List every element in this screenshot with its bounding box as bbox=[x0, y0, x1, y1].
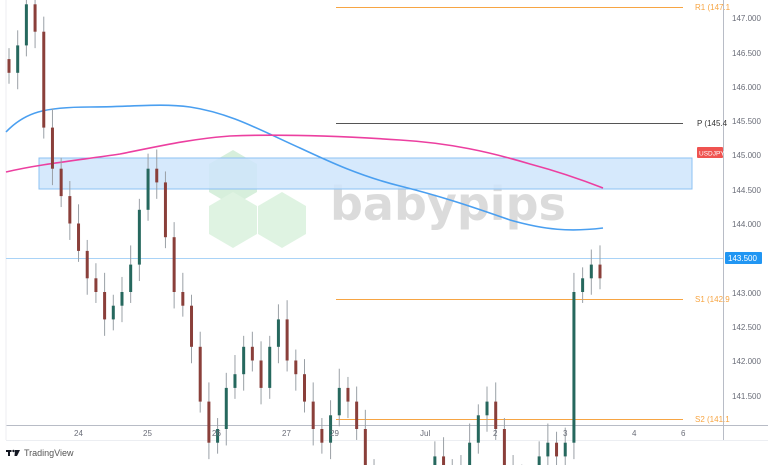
ma-blue-line bbox=[5, 104, 604, 231]
candle bbox=[7, 59, 11, 73]
pivot-s2-label: S2 (141.1 bbox=[695, 415, 730, 424]
candle bbox=[16, 45, 20, 73]
candle bbox=[163, 182, 167, 238]
candle bbox=[468, 442, 472, 465]
candle bbox=[103, 292, 107, 320]
candle bbox=[268, 346, 272, 388]
candle bbox=[285, 319, 289, 361]
candle bbox=[276, 319, 280, 347]
time-label: 6 bbox=[681, 429, 686, 438]
candle bbox=[442, 456, 446, 465]
babypips-logo-watermark bbox=[209, 150, 306, 248]
price-label: 146.500 bbox=[732, 49, 761, 58]
candle bbox=[555, 442, 559, 457]
time-label: 4 bbox=[632, 429, 637, 438]
candlestick-series bbox=[7, 0, 602, 465]
candle bbox=[155, 168, 159, 183]
candle bbox=[137, 209, 141, 265]
candle bbox=[259, 360, 263, 388]
candle bbox=[250, 346, 254, 361]
pivot-r1-label: R1 (147.1 bbox=[695, 3, 731, 12]
candle bbox=[207, 401, 211, 443]
candle bbox=[33, 4, 37, 32]
candle bbox=[242, 346, 246, 375]
candle bbox=[233, 374, 237, 388]
tradingview-attribution[interactable]: TradingView bbox=[6, 446, 74, 460]
candle bbox=[329, 415, 333, 443]
candle bbox=[598, 264, 602, 279]
candle bbox=[94, 278, 98, 292]
price-label: 141.500 bbox=[732, 392, 761, 401]
candle bbox=[589, 264, 593, 279]
time-label: 29 bbox=[330, 429, 339, 438]
price-label: 147.000 bbox=[732, 14, 761, 23]
candle bbox=[172, 237, 176, 292]
time-label: 24 bbox=[74, 429, 83, 438]
price-label: 145.500 bbox=[732, 117, 761, 126]
candle bbox=[346, 387, 350, 402]
price-label: 144.000 bbox=[732, 220, 761, 229]
price-label: 142.500 bbox=[732, 323, 761, 332]
time-label: 26 bbox=[212, 429, 221, 438]
candle bbox=[120, 292, 124, 306]
chart-pane[interactable] bbox=[0, 0, 723, 425]
candle bbox=[546, 442, 550, 457]
candle bbox=[129, 264, 133, 292]
candle bbox=[433, 456, 437, 465]
time-axis[interactable]: 24 25 26 27 29 Jul 2 3 4 6 bbox=[74, 429, 686, 438]
candle bbox=[311, 401, 315, 429]
price-label: 144.500 bbox=[732, 186, 761, 195]
candle bbox=[24, 4, 28, 46]
time-label: Jul bbox=[420, 429, 430, 438]
candle bbox=[50, 127, 54, 169]
price-label: 146.000 bbox=[732, 83, 761, 92]
candle bbox=[485, 401, 489, 416]
candle bbox=[190, 305, 194, 347]
tradingview-brand: TradingView bbox=[24, 448, 74, 458]
candle bbox=[355, 401, 359, 429]
candle bbox=[216, 429, 220, 443]
candle bbox=[42, 31, 46, 128]
candle bbox=[77, 223, 81, 251]
candle bbox=[181, 292, 185, 306]
candle bbox=[494, 401, 498, 429]
tradingview-logo-icon bbox=[6, 449, 20, 456]
candle bbox=[224, 387, 228, 429]
price-axis[interactable]: 147.000 146.500 146.000 145.500 145.000 … bbox=[732, 14, 761, 401]
price-label: 145.000 bbox=[732, 151, 761, 160]
candle bbox=[476, 415, 480, 443]
time-label: 27 bbox=[282, 429, 291, 438]
pivot-p-label: P (145.4 bbox=[697, 119, 728, 128]
candle bbox=[198, 346, 202, 402]
candle bbox=[294, 360, 298, 375]
price-label: 143.000 bbox=[732, 289, 761, 298]
price-label: 142.000 bbox=[732, 357, 761, 366]
candle bbox=[581, 278, 585, 292]
candle bbox=[59, 168, 63, 197]
symbol-badge bbox=[697, 147, 723, 158]
candle bbox=[320, 429, 324, 443]
candle bbox=[337, 387, 341, 416]
time-label: 25 bbox=[143, 429, 152, 438]
price-badge-143500 bbox=[725, 252, 762, 264]
candle bbox=[363, 429, 367, 465]
candle bbox=[146, 168, 150, 210]
symbol-badge-text: USDJPY bbox=[699, 151, 725, 158]
ma-pink-line bbox=[5, 134, 604, 189]
candle bbox=[85, 250, 89, 279]
time-label: 3 bbox=[563, 429, 568, 438]
candle bbox=[537, 456, 541, 465]
candle bbox=[303, 374, 306, 402]
time-label: 2 bbox=[493, 429, 498, 438]
candle bbox=[572, 292, 576, 443]
candle bbox=[502, 429, 506, 465]
candle bbox=[563, 442, 567, 457]
candle bbox=[111, 305, 115, 320]
price-badge-text: 143.500 bbox=[728, 254, 757, 263]
pivot-s1-label: S1 (142.9 bbox=[695, 295, 730, 304]
candle bbox=[68, 196, 72, 224]
